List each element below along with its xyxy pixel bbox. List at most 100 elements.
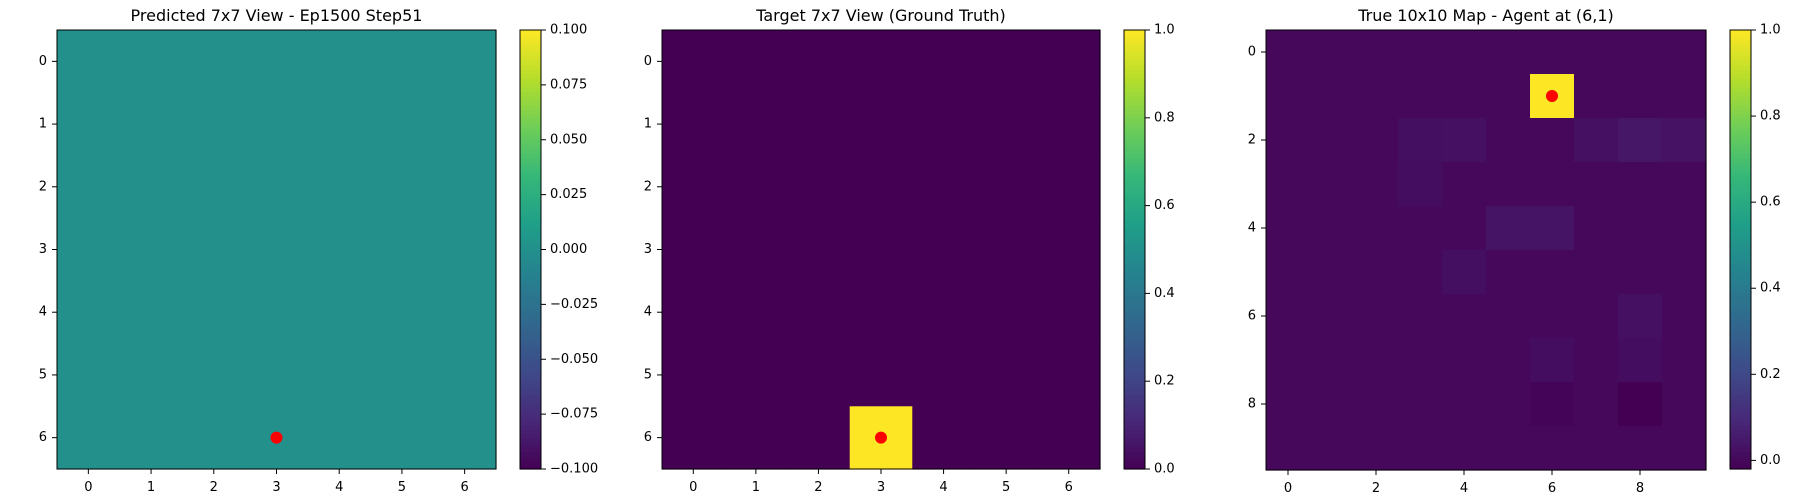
colorbar-segment <box>1730 192 1751 198</box>
heatmap-cell <box>57 92 121 157</box>
colorbar-segment <box>1124 38 1145 44</box>
colorbar-segment <box>1730 100 1751 106</box>
colorbar-tick-label: 0.6 <box>1760 195 1781 210</box>
heatmap-cell <box>1442 294 1487 339</box>
colorbar-segment <box>1730 205 1751 211</box>
heatmap-cell <box>1530 162 1575 207</box>
heatmap-cell <box>662 92 726 157</box>
heatmap-cell <box>307 155 372 219</box>
heatmap-cell <box>849 218 913 282</box>
colorbar-segment <box>1730 236 1751 242</box>
chart-title: Target 7x7 View (Ground Truth) <box>755 6 1006 25</box>
colorbar-segment <box>1124 245 1145 251</box>
colorbar-segment <box>1730 429 1751 435</box>
colorbar-segment <box>520 359 541 365</box>
heatmap-cell <box>307 406 372 470</box>
heatmap-cell <box>1398 250 1443 295</box>
colorbar-segment <box>1124 297 1145 303</box>
colorbar-segment <box>520 258 541 264</box>
heatmap-cell <box>1354 206 1399 251</box>
heatmap-cell <box>1354 118 1399 163</box>
colorbar-segment <box>520 411 541 417</box>
colorbar-segment <box>520 407 541 413</box>
colorbar-segment <box>1730 126 1751 132</box>
heatmap-cell <box>1266 294 1311 339</box>
colorbar-segment <box>1124 262 1145 268</box>
colorbar-segment <box>1124 135 1145 141</box>
x-tick-label: 4 <box>1460 481 1468 496</box>
colorbar-segment <box>1730 315 1751 321</box>
colorbar-segment <box>520 51 541 57</box>
colorbar-segment <box>1124 425 1145 431</box>
colorbar-segment <box>1730 227 1751 233</box>
colorbar-segment <box>520 267 541 273</box>
colorbar-segment <box>1124 293 1145 299</box>
colorbar-segment <box>1730 398 1751 404</box>
heatmap-cell <box>1662 382 1707 427</box>
heatmap-cell <box>1354 294 1399 339</box>
colorbar-segment <box>520 394 541 400</box>
heatmap-cell <box>1398 338 1443 383</box>
colorbar-segment <box>520 438 541 444</box>
heatmap-cell <box>1662 294 1707 339</box>
colorbar-segment <box>520 293 541 299</box>
colorbar-segment <box>520 363 541 369</box>
colorbar-segment <box>1730 135 1751 141</box>
colorbar-segment <box>1730 372 1751 378</box>
colorbar-segment <box>520 69 541 75</box>
chart-title: Predicted 7x7 View - Ep1500 Step51 <box>131 6 423 25</box>
colorbar-segment <box>1124 385 1145 391</box>
colorbar-segment <box>520 464 541 470</box>
colorbar-segment <box>520 166 541 172</box>
x-tick-label: 2 <box>210 480 218 495</box>
heatmap-cell <box>182 218 246 282</box>
colorbar-segment <box>1730 209 1751 215</box>
colorbar-segment <box>1124 109 1145 115</box>
heatmap-cell <box>1310 250 1355 295</box>
heatmap-cell <box>912 218 976 282</box>
y-tick-label: 0 <box>644 54 652 69</box>
x-tick-label: 2 <box>814 480 822 495</box>
colorbar-segment <box>1730 231 1751 237</box>
colorbar-segment <box>1124 267 1145 273</box>
heatmap-cell <box>119 30 184 94</box>
heatmap-cell <box>307 343 372 407</box>
colorbar-segment <box>1124 183 1145 189</box>
colorbar-segment <box>1124 398 1145 404</box>
colorbar-tick-label: 0.0 <box>1154 462 1175 477</box>
colorbar-segment <box>1730 73 1751 79</box>
colorbar-tick-label: 0.4 <box>1760 281 1781 296</box>
heatmap-cell <box>1310 162 1355 207</box>
heatmap-cell <box>1037 30 1101 94</box>
colorbar-segment <box>520 157 541 163</box>
colorbar-segment <box>1124 122 1145 128</box>
colorbar-segment <box>1730 447 1751 453</box>
colorbar-segment <box>1124 34 1145 40</box>
heatmap-cell <box>370 280 434 345</box>
heatmap-cell <box>119 406 184 470</box>
colorbar-segment <box>1730 60 1751 66</box>
colorbar-segment <box>1124 227 1145 233</box>
heatmap-cell <box>849 92 913 157</box>
x-tick-label: 6 <box>461 480 469 495</box>
agent-marker <box>1546 90 1558 102</box>
heatmap-cell <box>1442 118 1487 163</box>
colorbar-segment <box>1124 51 1145 57</box>
heatmap-cell <box>849 343 913 407</box>
x-tick-label: 5 <box>1002 480 1010 495</box>
colorbar-segment <box>1124 394 1145 400</box>
heatmap-cell <box>1442 74 1487 119</box>
colorbar-segment <box>520 170 541 176</box>
heatmap-cell <box>1037 155 1101 219</box>
heatmap-cell <box>1398 118 1443 163</box>
colorbar-segment <box>1730 152 1751 158</box>
colorbar-segment <box>1124 455 1145 461</box>
heatmap-cell <box>724 155 788 219</box>
heatmap-cell <box>1266 162 1311 207</box>
colorbar-segment <box>1124 95 1145 101</box>
colorbar-segment <box>520 310 541 316</box>
colorbar-segment <box>1730 201 1751 207</box>
colorbar-segment <box>1730 170 1751 176</box>
y-tick-label: 4 <box>39 305 47 320</box>
colorbar-segment <box>1730 161 1751 167</box>
